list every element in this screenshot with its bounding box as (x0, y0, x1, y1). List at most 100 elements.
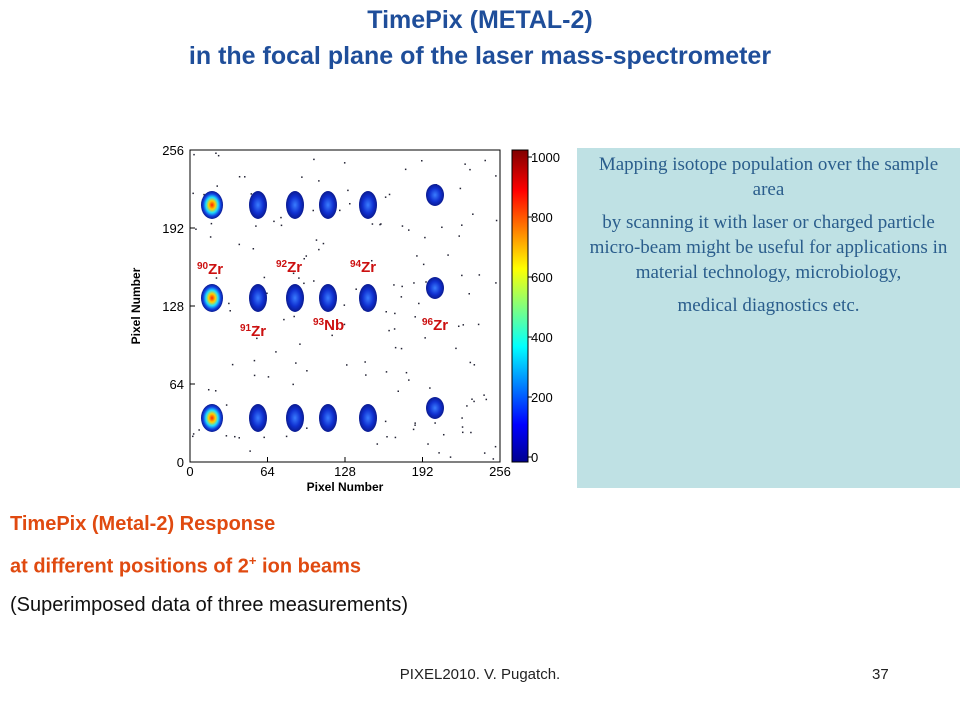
y-tick-label: 64 (170, 377, 184, 392)
noise-pixel (331, 334, 333, 337)
noise-pixel (461, 224, 463, 226)
noise-pixel (273, 220, 275, 223)
colorbar (511, 149, 529, 463)
cluster (359, 191, 377, 219)
y-tick-label: 128 (162, 299, 184, 314)
noise-pixel (470, 431, 472, 434)
note-text: by scanning it with laser or charged par… (589, 212, 948, 283)
noise-pixel (364, 361, 366, 363)
noise-pixel (371, 223, 374, 225)
cluster (319, 191, 337, 219)
isotope-element: Zr (433, 317, 448, 334)
noise-pixel (449, 456, 452, 458)
noise-pixel (315, 239, 318, 241)
noise-pixel (447, 254, 449, 256)
noise-pixel (483, 394, 485, 396)
noise-pixel (263, 276, 266, 279)
noise-pixel (198, 429, 200, 431)
noise-pixel (215, 277, 218, 279)
noise-pixel (495, 219, 498, 222)
noise-pixel (210, 222, 213, 225)
noise-pixel (385, 311, 387, 313)
noise-pixel (285, 435, 288, 438)
noise-pixel (255, 225, 257, 227)
noise-pixel (441, 226, 443, 229)
noise-pixel (299, 343, 301, 345)
noise-pixel (253, 359, 256, 362)
colorbar-tick-label: 600 (531, 270, 553, 285)
title-line: TimePix (METAL-2) (367, 6, 593, 34)
cluster (201, 191, 223, 219)
noise-pixel (478, 274, 481, 276)
caption-line: at different positions of 2+ ion beams (10, 553, 361, 579)
x-tick-label: 128 (334, 464, 356, 479)
note-box: Mapping isotope population over the samp… (577, 148, 960, 488)
noise-pixel (438, 452, 440, 454)
noise-pixel (263, 436, 265, 439)
y-tick-label: 256 (162, 143, 184, 158)
noise-pixel (495, 175, 497, 177)
noise-pixel (414, 316, 416, 318)
isotope-mass: 92 (276, 259, 288, 270)
noise-pixel (418, 302, 420, 305)
noise-pixel (492, 458, 495, 460)
cluster (249, 191, 267, 219)
noise-pixel (394, 346, 397, 349)
noise-pixel (385, 371, 388, 373)
cluster (319, 284, 337, 312)
noise-pixel (408, 229, 410, 231)
noise-pixel (394, 312, 396, 315)
caption-sup: + (248, 553, 257, 568)
isotope-label: 91Zr (240, 323, 266, 340)
noise-pixel (225, 435, 228, 437)
isotope-mass: 91 (240, 323, 252, 334)
noise-pixel (244, 176, 246, 178)
noise-pixel (355, 288, 357, 290)
noise-pixel (192, 435, 194, 438)
noise-pixel (253, 374, 256, 377)
noise-pixel (469, 168, 471, 171)
noise-pixel (400, 296, 403, 298)
noise-pixel (388, 329, 390, 332)
noise-pixel (192, 192, 194, 195)
isotope-label: 96Zr (422, 317, 448, 334)
noise-pixel (461, 426, 464, 428)
noise-pixel (427, 443, 429, 445)
noise-pixel (400, 347, 403, 350)
isotope-mass: 90 (197, 261, 209, 272)
cluster (249, 284, 267, 312)
y-tick-label: 192 (162, 221, 184, 236)
cluster (201, 404, 223, 432)
cluster (426, 184, 444, 206)
cluster (201, 284, 223, 312)
noise-pixel (442, 433, 445, 436)
x-tick-label: 256 (489, 464, 511, 479)
noise-pixel (408, 379, 410, 381)
noise-pixel (207, 388, 210, 391)
noise-pixel (209, 236, 212, 238)
noise-pixel (228, 302, 230, 305)
x-tick-label: 0 (186, 464, 193, 479)
caption-text: at different positions of 2 (10, 555, 249, 578)
noise-pixel (365, 374, 367, 376)
noise-pixel (401, 285, 403, 288)
noise-pixel (312, 209, 315, 212)
isotope-element: Zr (361, 259, 376, 276)
noise-pixel (347, 189, 349, 192)
noise-pixel (293, 315, 295, 318)
noise-pixel (234, 435, 236, 438)
noise-pixel (473, 364, 476, 366)
noise-pixel (397, 390, 399, 392)
noise-pixel (298, 277, 300, 279)
noise-pixel (416, 255, 418, 257)
noise-pixel (275, 351, 277, 353)
noise-pixel (424, 337, 426, 339)
cluster (286, 404, 304, 432)
noise-pixel (339, 209, 341, 212)
noise-pixel (380, 223, 382, 225)
noise-pixel (422, 263, 425, 266)
noise-pixel (313, 280, 315, 282)
plot-frame (189, 149, 501, 463)
noise-pixel (343, 162, 346, 164)
